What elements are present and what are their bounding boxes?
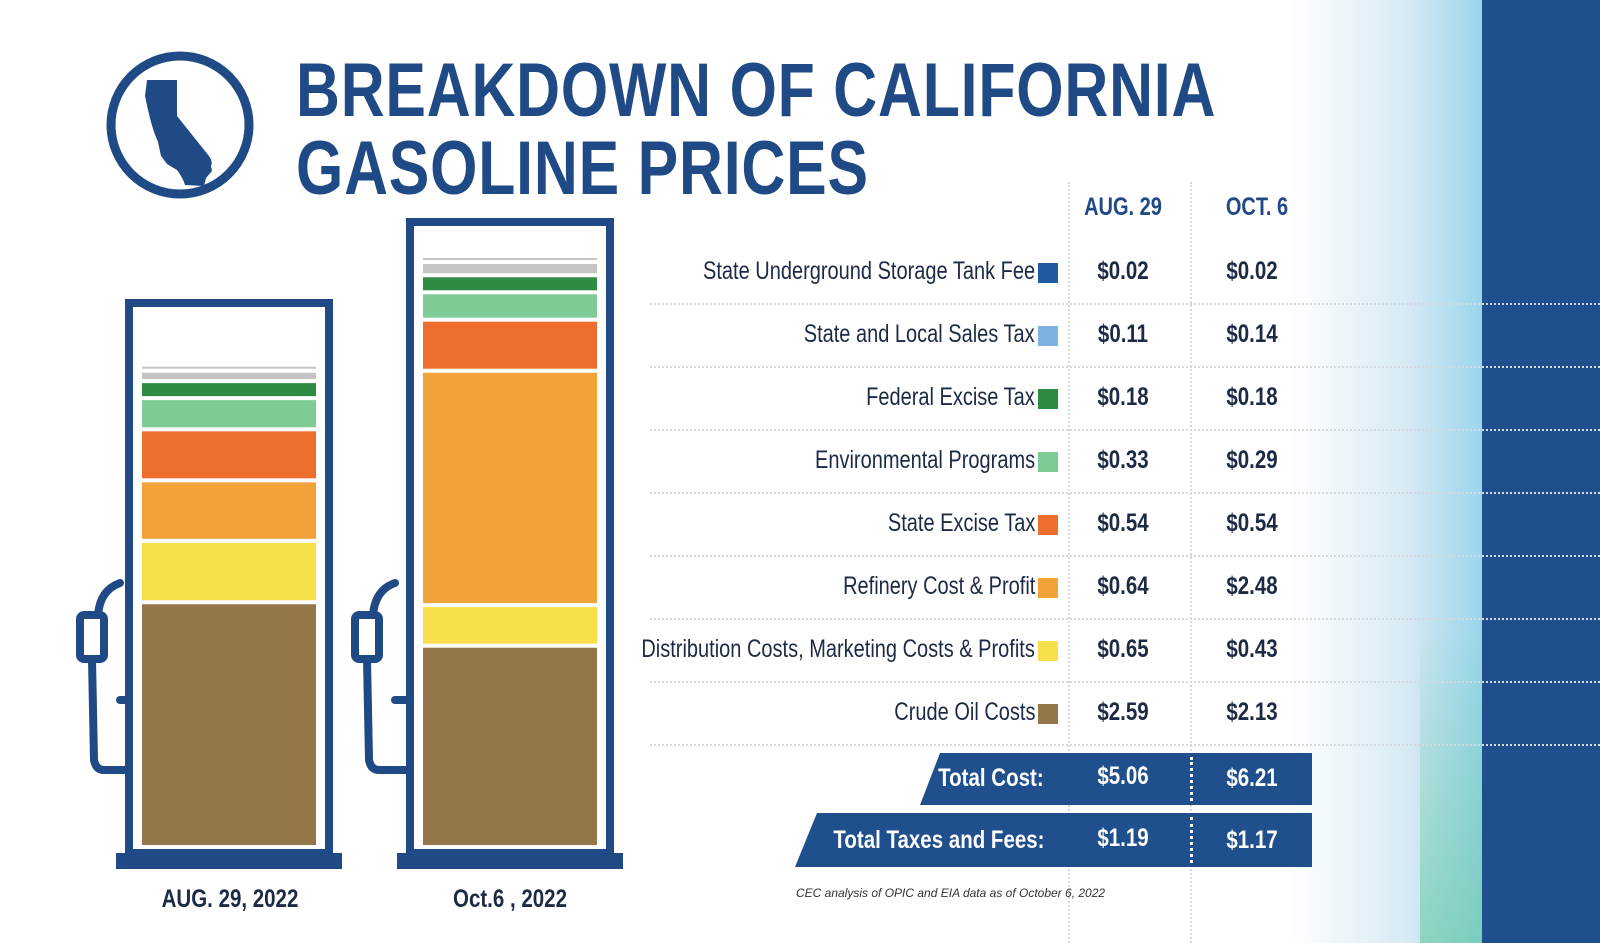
value-aug29: $0.54	[1097, 509, 1149, 537]
total-taxes-oct6: $1.17	[1226, 826, 1278, 854]
table-divider	[1068, 182, 1070, 943]
value-oct6: $0.29	[1226, 446, 1278, 474]
bar-stack-aug29	[142, 366, 316, 845]
total-cost-label: Total Cost:	[938, 764, 1044, 792]
background-glow-green	[1420, 613, 1490, 943]
row-separator	[650, 555, 1600, 557]
row-label: Federal Excise Tax	[866, 383, 1035, 411]
bar-segment	[142, 431, 316, 479]
california-state-icon	[106, 51, 254, 199]
bar-segment	[423, 607, 597, 644]
pump-label-oct6: Oct.6 , 2022	[453, 885, 567, 913]
bar-stack-oct6	[423, 258, 597, 845]
row-label: Crude Oil Costs	[893, 698, 1035, 726]
value-oct6: $0.43	[1226, 635, 1278, 663]
title-line-1: BREAKDOWN OF CALIFORNIA	[296, 48, 1217, 133]
bar-segment	[423, 321, 597, 369]
legend-swatch	[1038, 389, 1058, 409]
bar-segment	[142, 604, 316, 845]
title-line-2: GASOLINE PRICES	[296, 126, 869, 211]
value-oct6: $0.18	[1226, 383, 1278, 411]
value-aug29: $2.59	[1097, 698, 1149, 726]
legend-swatch	[1038, 515, 1058, 535]
legend-swatch	[1038, 263, 1058, 283]
total-taxes-aug29: $1.19	[1097, 824, 1149, 852]
pump-base-oct6	[397, 853, 623, 869]
total-cost-oct6: $6.21	[1226, 764, 1278, 792]
value-oct6: $0.54	[1226, 509, 1278, 537]
pump-label-aug29: AUG. 29, 2022	[161, 885, 299, 913]
row-label: Refinery Cost & Profit	[842, 572, 1035, 600]
total-cost-aug29: $5.06	[1097, 762, 1149, 790]
source-note: CEC analysis of OPIC and EIA data as of …	[796, 886, 1106, 900]
value-aug29: $0.11	[1097, 320, 1149, 348]
row-label: State Excise Tax	[887, 509, 1035, 537]
row-label: Environmental Programs	[814, 446, 1035, 474]
pump-base-aug29	[116, 853, 342, 869]
value-oct6: $2.13	[1226, 698, 1278, 726]
legend-swatch	[1038, 578, 1058, 598]
bar-segment	[423, 264, 597, 274]
row-separator	[650, 429, 1600, 431]
page-title: BREAKDOWN OF CALIFORNIA GASOLINE PRICES	[296, 52, 1216, 208]
bar-segment	[142, 400, 316, 428]
bar-segment	[423, 258, 597, 261]
pump-nozzle-left-icon	[76, 579, 134, 774]
value-aug29: $0.64	[1097, 572, 1149, 600]
total-taxes-bar	[795, 813, 1312, 867]
total-taxes-label: Total Taxes and Fees:	[832, 826, 1044, 854]
row-label: Distribution Costs, Marketing Costs & Pr…	[641, 635, 1035, 663]
bar-segment	[423, 294, 597, 318]
table-divider	[1190, 182, 1192, 943]
pump-nozzle-right-icon	[351, 579, 412, 774]
bar-segment	[142, 383, 316, 397]
legend-swatch	[1038, 641, 1058, 661]
row-label: State and Local Sales Tax	[804, 320, 1035, 348]
total-cost-bar	[920, 753, 1312, 805]
bar-segment	[423, 277, 597, 291]
bar-segment	[142, 372, 316, 380]
row-label: State Underground Storage Tank Fee	[702, 257, 1035, 285]
column-header-oct6: OCT. 6	[1225, 193, 1289, 221]
value-oct6: $2.48	[1226, 572, 1278, 600]
value-oct6: $0.02	[1226, 257, 1278, 285]
row-separator	[650, 492, 1600, 494]
background-stripe	[1482, 0, 1600, 943]
bar-segment	[423, 372, 597, 604]
row-separator	[650, 303, 1600, 305]
legend-swatch	[1038, 704, 1058, 724]
value-aug29: $0.02	[1097, 257, 1149, 285]
legend-swatch	[1038, 326, 1058, 346]
row-separator	[650, 744, 1600, 746]
total-divider	[1190, 757, 1193, 801]
row-separator	[650, 681, 1600, 683]
bar-segment	[423, 647, 597, 845]
row-separator	[650, 366, 1600, 368]
stacked-bar-chart	[76, 218, 623, 869]
total-divider	[1190, 817, 1193, 863]
value-oct6: $0.14	[1226, 320, 1278, 348]
column-header-aug29: AUG. 29	[1084, 193, 1162, 221]
legend-swatch	[1038, 452, 1058, 472]
value-aug29: $0.65	[1097, 635, 1149, 663]
value-aug29: $0.33	[1097, 446, 1149, 474]
bar-segment	[142, 542, 316, 601]
value-aug29: $0.18	[1097, 383, 1149, 411]
row-separator	[650, 618, 1600, 620]
bar-segment	[142, 482, 316, 539]
bar-segment	[142, 366, 316, 369]
